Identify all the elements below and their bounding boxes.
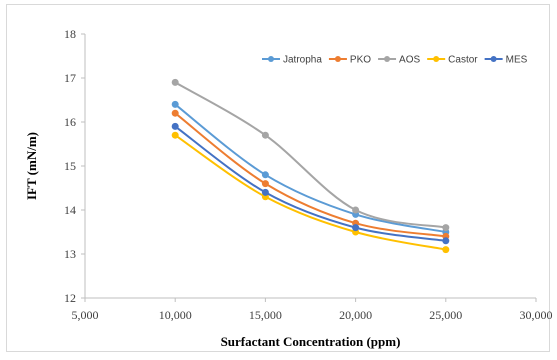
series-line-aos [174,81,446,229]
legend-label-mes: MES [506,55,528,66]
y-tick-label: 13 [64,247,76,261]
x-axis-title: Surfactant Concentration (ppm) [221,334,401,349]
data-point-castor [442,246,450,254]
data-point-mes [442,237,450,245]
legend: Jatropha PKO AOS Castor MES [262,55,528,66]
y-tick-label: 17 [64,71,76,85]
x-tick-label: 20,000 [339,308,372,322]
legend-marker-castor [433,56,440,62]
y-axis-title: IFT (mN/m) [24,132,39,200]
data-point-aos [442,224,450,232]
series-line-jatropha [174,103,446,233]
x-tick-label: 15,000 [249,308,282,322]
data-point-castor [171,131,179,139]
chart-frame [6,4,550,352]
y-tick-label: 14 [64,203,76,217]
x-tick-label: 5,000 [72,308,99,322]
data-point-aos [261,131,269,139]
y-tick-label: 12 [64,291,76,305]
x-tick-label: 25,000 [429,308,462,322]
series-line-pko [174,112,446,238]
x-tick-label: 10,000 [159,308,192,322]
series-layer [171,78,450,254]
y-tick-label: 15 [64,159,76,173]
data-point-aos [352,206,360,214]
legend-marker-aos [384,56,391,62]
data-point-pko [171,109,179,117]
data-point-pko [261,180,269,188]
data-point-jatropha [171,100,179,108]
legend-marker-mes [490,56,497,62]
data-point-mes [261,188,269,196]
legend-label-castor: Castor [448,55,478,66]
axes-layer: 12 13 14 15 16 17 18 5,000 10,000 15,000 20,000 25,… [64,27,553,322]
legend-marker-jatropha [268,56,274,62]
y-tick-label: 18 [64,27,76,41]
data-point-jatropha [261,171,269,179]
legend-label-pko: PKO [350,55,371,66]
data-point-mes [171,122,179,130]
legend-marker-pko [334,56,341,62]
series-line-castor [174,134,446,251]
legend-label-aos: AOS [399,55,420,66]
data-point-mes [352,224,360,232]
x-tick-label: 30,000 [520,308,553,322]
series-line-mes [174,125,446,242]
y-tick-label: 16 [64,115,76,129]
legend-label-jatropha: Jatropha [283,55,322,66]
data-point-aos [171,78,179,86]
